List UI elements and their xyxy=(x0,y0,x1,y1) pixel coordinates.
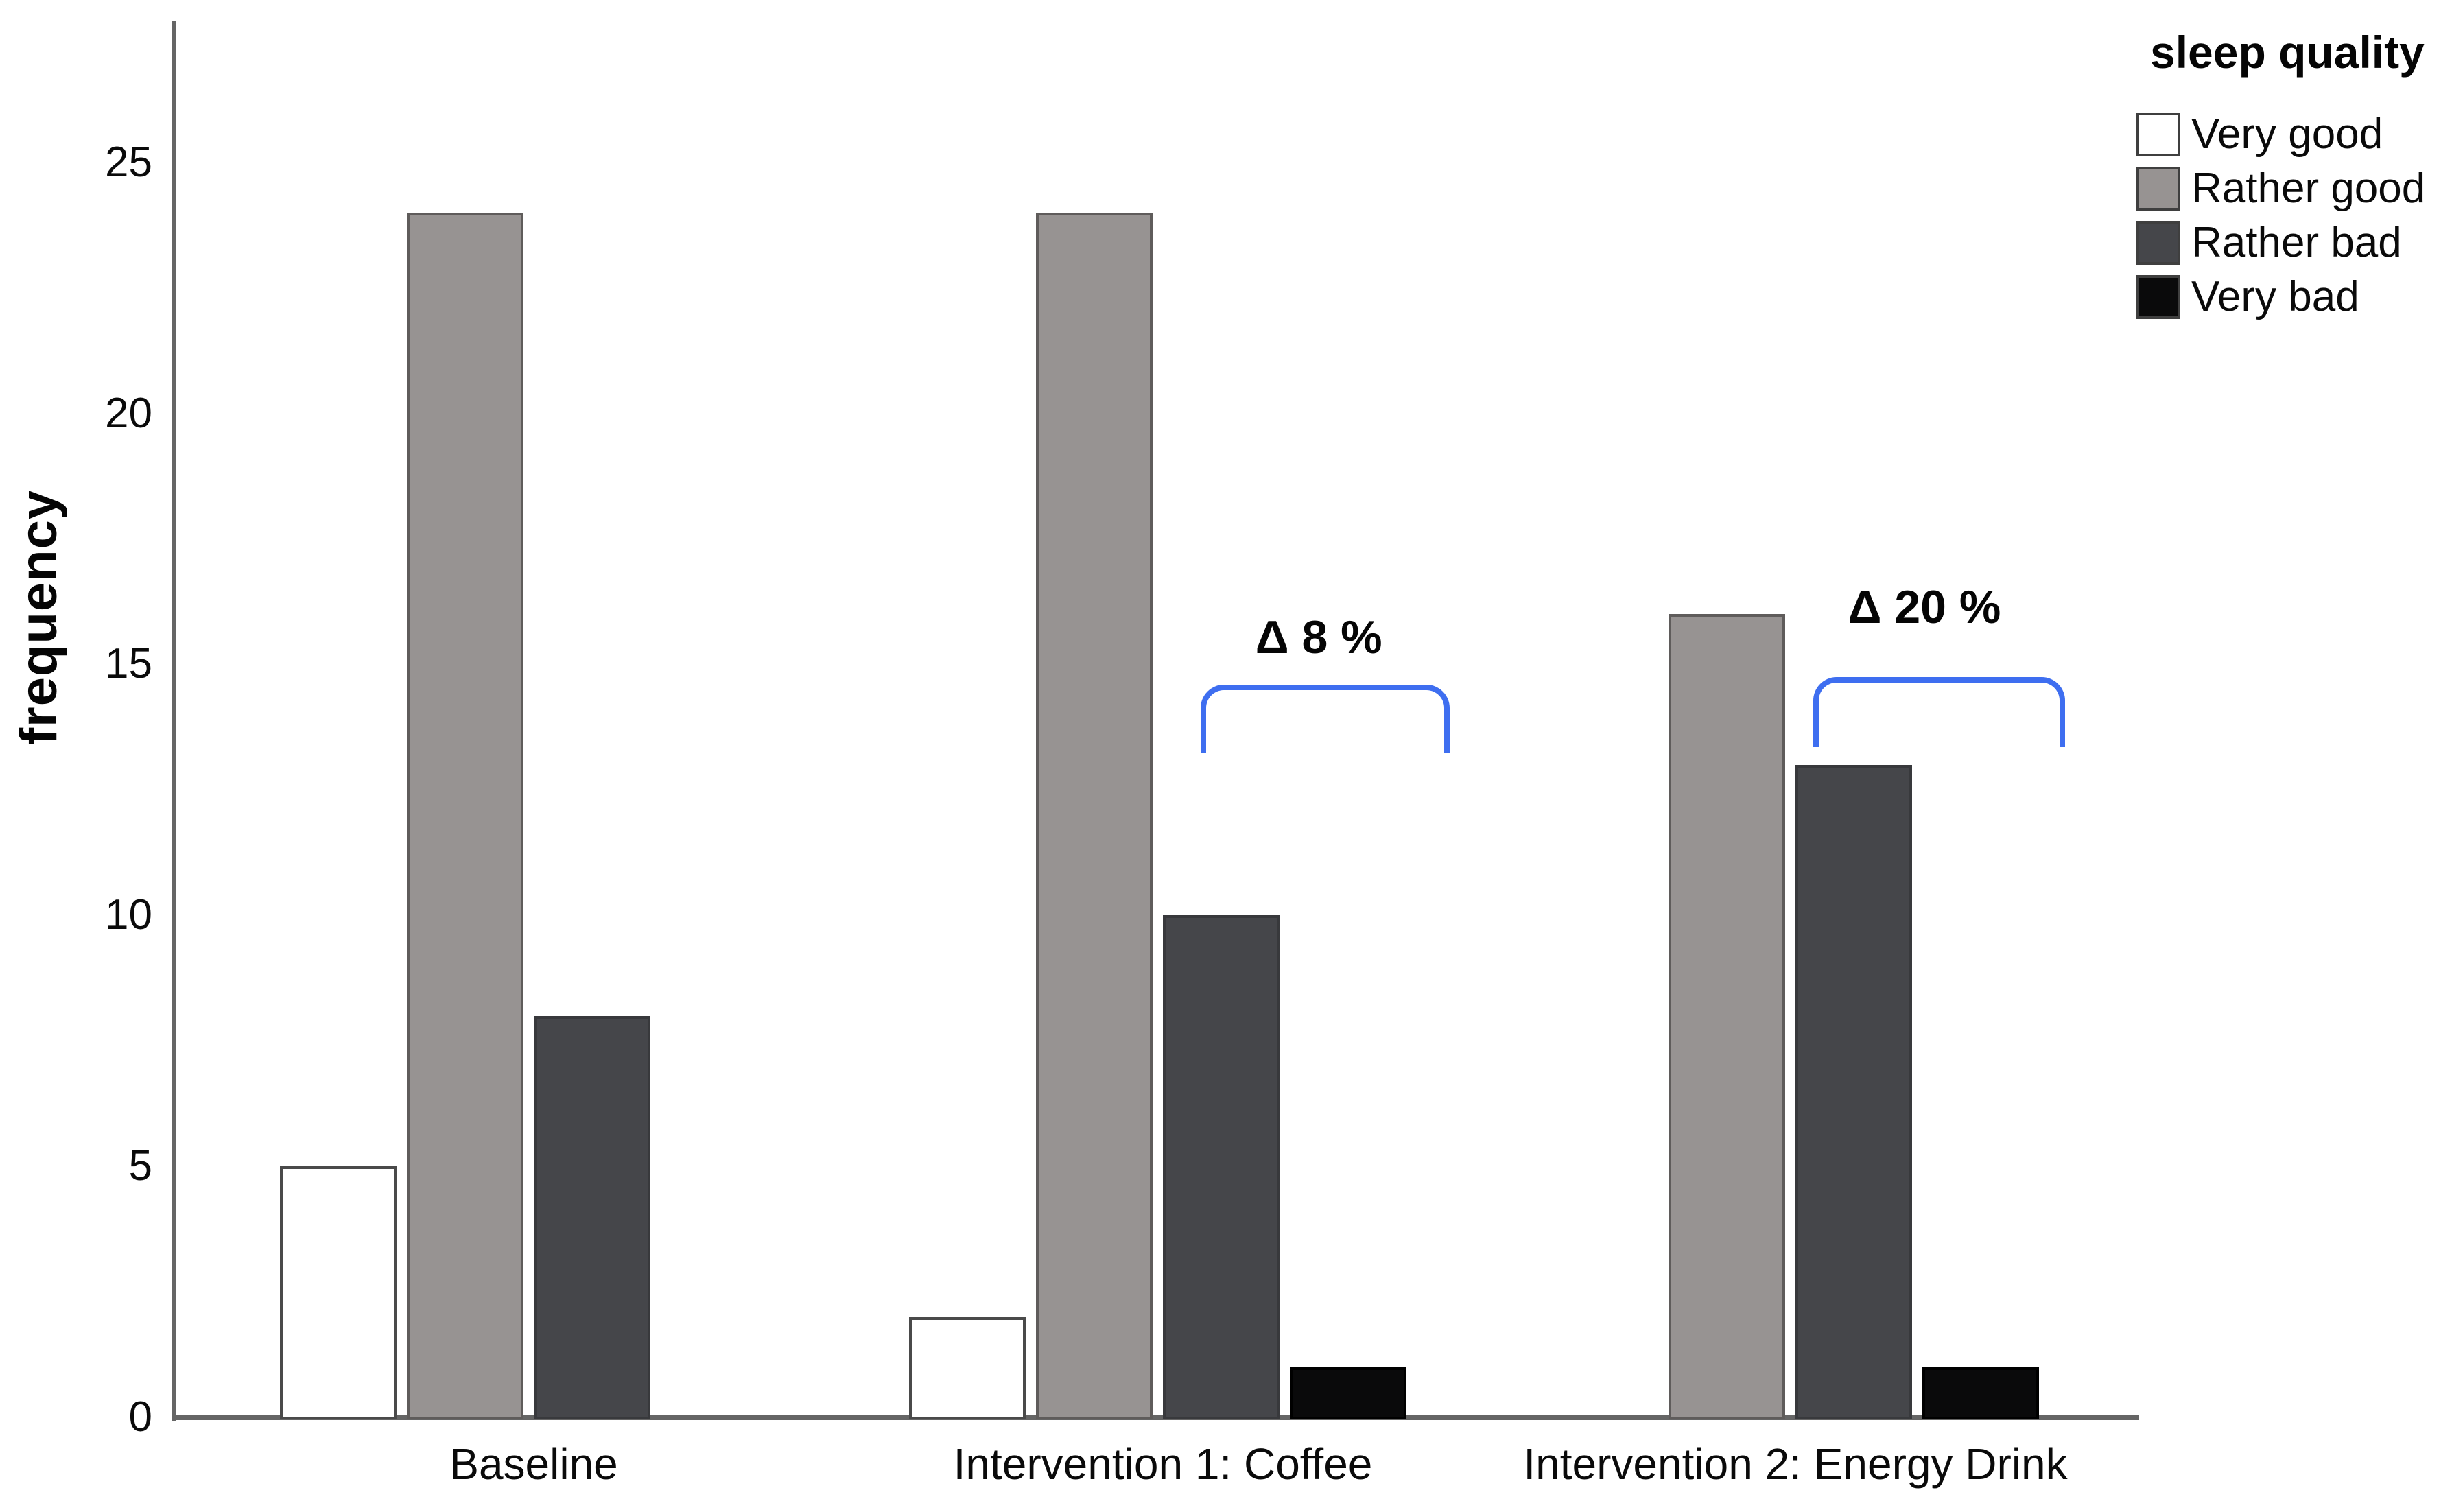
legend-item-very-bad: Very bad xyxy=(2130,270,2452,324)
legend-swatch-rather-bad xyxy=(2136,220,2180,265)
legend-title: sleep quality xyxy=(2150,27,2425,78)
y-tick-label-25: 25 xyxy=(105,138,152,186)
y-tick-label-0: 0 xyxy=(128,1393,152,1441)
delta-bracket-2 xyxy=(1813,676,2065,748)
y-tick-label-20: 20 xyxy=(105,389,152,437)
bar-baseline-very-good xyxy=(280,1166,397,1419)
legend-rows: Very good Rather good Rather bad Very bad xyxy=(2130,107,2452,324)
y-axis-title: frequency xyxy=(10,489,68,746)
legend-swatch-very-good xyxy=(2136,112,2180,156)
legend-swatch-very-bad xyxy=(2136,274,2180,319)
bar-intervention-2-energy-drink-rather-good xyxy=(1669,614,1785,1419)
bar-baseline-rather-bad xyxy=(534,1015,650,1419)
x-category-label-intervention-1-coffee: Intervention 1: Coffee xyxy=(953,1439,1373,1489)
x-category-label-baseline: Baseline xyxy=(449,1439,618,1489)
delta-bracket-1 xyxy=(1200,684,1450,753)
legend-swatch-rather-good xyxy=(2136,166,2180,211)
legend-item-rather-good: Rather good xyxy=(2130,161,2452,215)
bar-intervention-1-coffee-very-bad xyxy=(1290,1367,1406,1419)
bar-baseline-rather-good xyxy=(407,212,523,1419)
bar-intervention-2-energy-drink-rather-bad xyxy=(1795,764,1912,1419)
legend-label-very-bad: Very bad xyxy=(2191,273,2359,320)
legend-item-very-good: Very good xyxy=(2130,107,2452,161)
legend-label-rather-good: Rather good xyxy=(2191,165,2426,212)
y-tick-label-15: 15 xyxy=(105,640,152,688)
bar-intervention-2-energy-drink-very-bad xyxy=(1922,1367,2039,1419)
x-category-label-intervention-2-energy-drink: Intervention 2: Energy Drink xyxy=(1523,1439,2068,1489)
y-tick-label-5: 5 xyxy=(128,1142,152,1190)
bar-intervention-1-coffee-rather-good xyxy=(1036,212,1153,1419)
y-axis-line xyxy=(172,21,176,1421)
legend-label-rather-bad: Rather bad xyxy=(2191,219,2402,266)
y-tick-label-10: 10 xyxy=(105,891,152,939)
legend-label-very-good: Very good xyxy=(2191,110,2383,158)
x-axis-line xyxy=(172,1415,2139,1420)
delta-label-1: Δ 8 % xyxy=(1255,611,1382,663)
bar-intervention-1-coffee-rather-bad xyxy=(1163,915,1280,1419)
bar-intervention-1-coffee-very-good xyxy=(909,1316,1026,1419)
legend-item-rather-bad: Rather bad xyxy=(2130,215,2452,270)
legend: sleep quality Very good Rather good Rather… xyxy=(2130,25,2452,324)
delta-label-2: Δ 20 % xyxy=(1848,580,2001,633)
